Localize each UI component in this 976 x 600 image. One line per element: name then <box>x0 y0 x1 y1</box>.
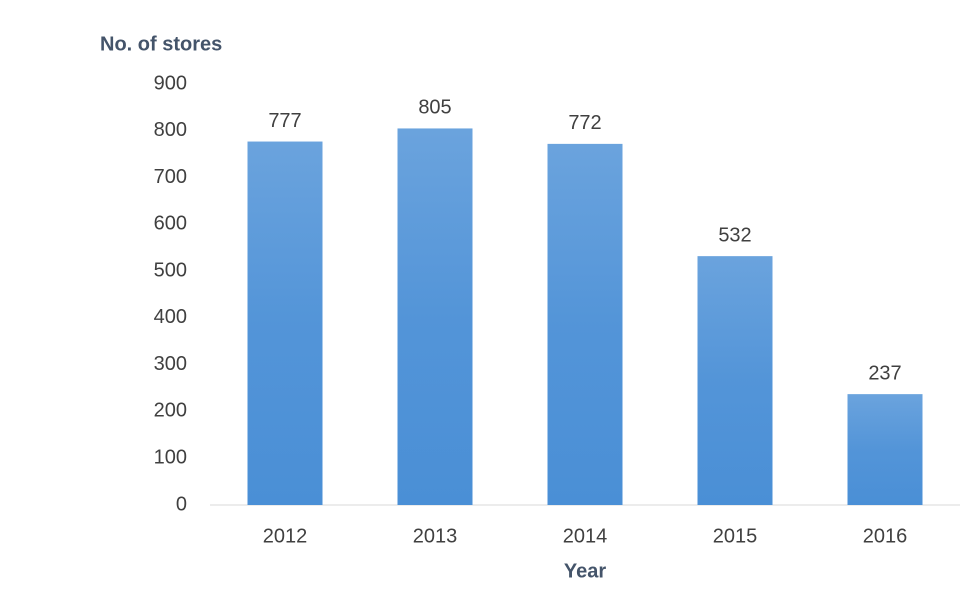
y-tick-label: 100 <box>154 447 187 469</box>
bar <box>397 128 473 505</box>
x-tick-label: 2016 <box>863 525 908 547</box>
x-tick-label: 2013 <box>413 525 458 547</box>
data-label: 772 <box>568 112 601 134</box>
x-tick-label: 2015 <box>713 525 758 547</box>
y-tick-label: 500 <box>154 259 187 281</box>
bar <box>847 394 923 505</box>
y-tick-label: 0 <box>176 493 187 515</box>
y-tick-label: 300 <box>154 353 187 375</box>
bar <box>697 256 773 505</box>
y-tick-label: 400 <box>154 306 187 328</box>
bar <box>247 141 323 505</box>
y-axis-title: No. of stores <box>100 33 222 55</box>
x-tick-label: 2012 <box>263 525 308 547</box>
data-label: 777 <box>268 110 301 132</box>
data-label: 805 <box>418 97 451 119</box>
y-tick-label: 900 <box>154 72 187 94</box>
y-tick-label: 800 <box>154 119 187 141</box>
x-tick-label: 2014 <box>563 525 608 547</box>
bar <box>547 143 623 505</box>
data-label: 532 <box>718 224 751 246</box>
y-tick-label: 700 <box>154 166 187 188</box>
y-tick-label: 200 <box>154 400 187 422</box>
data-label: 237 <box>868 362 901 384</box>
y-tick-label: 600 <box>154 213 187 235</box>
x-axis-title: Year <box>564 560 606 582</box>
